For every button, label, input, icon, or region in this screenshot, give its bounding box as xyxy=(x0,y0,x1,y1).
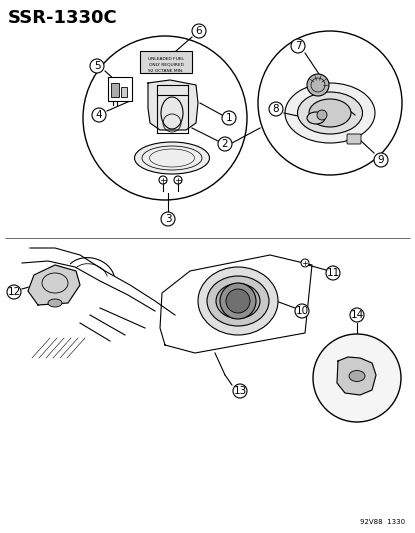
Text: UNLEADED FUEL: UNLEADED FUEL xyxy=(148,57,184,61)
Circle shape xyxy=(317,110,327,120)
Circle shape xyxy=(301,259,309,267)
Circle shape xyxy=(220,283,256,319)
Ellipse shape xyxy=(134,142,210,174)
Text: 14: 14 xyxy=(350,310,364,320)
Circle shape xyxy=(350,308,364,322)
Circle shape xyxy=(161,212,175,226)
FancyBboxPatch shape xyxy=(347,134,361,144)
Text: 13: 13 xyxy=(233,386,247,396)
Circle shape xyxy=(307,74,329,96)
Ellipse shape xyxy=(216,284,260,319)
Ellipse shape xyxy=(48,299,62,307)
Circle shape xyxy=(269,102,283,116)
FancyBboxPatch shape xyxy=(140,51,192,73)
Text: 92V88  1330: 92V88 1330 xyxy=(360,519,405,525)
Circle shape xyxy=(174,176,182,184)
Text: 1: 1 xyxy=(226,113,232,123)
Text: 7: 7 xyxy=(295,41,301,51)
Circle shape xyxy=(295,304,309,318)
Text: 8: 8 xyxy=(273,104,279,114)
Text: ONLY REQUIRED: ONLY REQUIRED xyxy=(149,63,183,67)
Ellipse shape xyxy=(285,83,375,143)
Ellipse shape xyxy=(309,99,351,127)
Circle shape xyxy=(90,59,104,73)
Ellipse shape xyxy=(198,267,278,335)
Circle shape xyxy=(7,285,21,299)
Circle shape xyxy=(313,334,401,422)
FancyBboxPatch shape xyxy=(121,87,127,97)
Ellipse shape xyxy=(349,370,365,382)
Polygon shape xyxy=(28,265,80,305)
Polygon shape xyxy=(148,80,198,130)
Ellipse shape xyxy=(207,276,269,326)
FancyBboxPatch shape xyxy=(111,83,119,97)
Text: 12: 12 xyxy=(7,287,21,297)
Text: 4: 4 xyxy=(96,110,103,120)
Text: 9: 9 xyxy=(378,155,384,165)
Ellipse shape xyxy=(298,92,362,134)
Circle shape xyxy=(222,111,236,125)
Circle shape xyxy=(192,24,206,38)
Text: 2: 2 xyxy=(222,139,228,149)
Circle shape xyxy=(291,39,305,53)
Text: SSR-1330C: SSR-1330C xyxy=(8,9,118,27)
Text: 5: 5 xyxy=(94,61,100,71)
Text: 6: 6 xyxy=(196,26,203,36)
Ellipse shape xyxy=(307,112,325,124)
Circle shape xyxy=(233,384,247,398)
Polygon shape xyxy=(337,357,376,395)
Circle shape xyxy=(92,108,106,122)
Text: 11: 11 xyxy=(326,268,339,278)
Circle shape xyxy=(159,176,167,184)
Text: 92 OCTANE MIN.: 92 OCTANE MIN. xyxy=(148,69,184,73)
Circle shape xyxy=(226,289,250,313)
Circle shape xyxy=(218,137,232,151)
Text: 10: 10 xyxy=(295,306,309,316)
Text: 3: 3 xyxy=(165,214,171,224)
Circle shape xyxy=(374,153,388,167)
Circle shape xyxy=(326,266,340,280)
FancyBboxPatch shape xyxy=(108,77,132,101)
